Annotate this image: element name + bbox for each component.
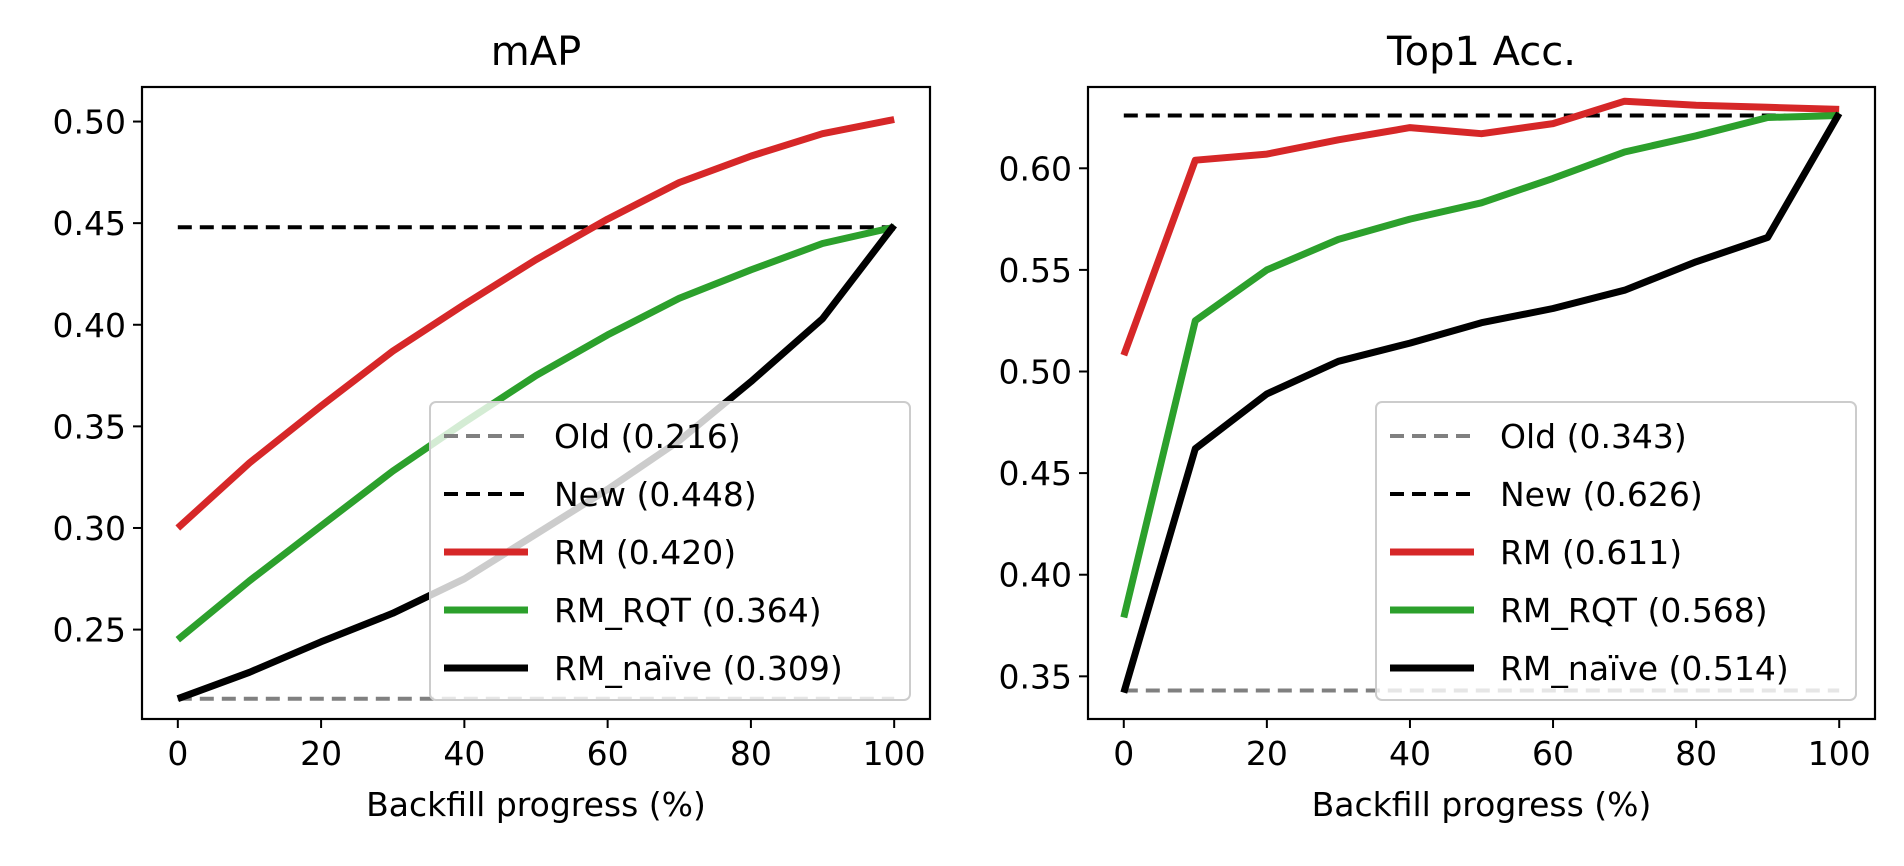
legend-label: New (0.626) — [1500, 475, 1703, 514]
legend-label: RM_RQT (0.364) — [554, 591, 822, 630]
legend-label: Old (0.343) — [1500, 417, 1687, 456]
x-tick-label: 60 — [1532, 734, 1574, 773]
x-tick-label: 40 — [443, 734, 485, 773]
x-tick-label: 0 — [1113, 734, 1134, 773]
x-tick-label: 20 — [1246, 734, 1288, 773]
legend-label: RM_naïve (0.309) — [554, 649, 843, 688]
legend-label: RM (0.420) — [554, 533, 736, 572]
series-line-3 — [1120, 112, 1840, 619]
chart-title: mAP — [491, 29, 581, 75]
legend-label: RM_RQT (0.568) — [1500, 591, 1768, 630]
y-tick-label: 0.45 — [53, 204, 126, 243]
x-tick-label: 20 — [300, 734, 342, 773]
series-line-2 — [1120, 97, 1840, 357]
y-tick-label: 0.30 — [53, 509, 126, 548]
y-tick-label: 0.35 — [53, 407, 126, 446]
y-tick-label: 0.25 — [53, 611, 126, 650]
chart-title: Top1 Acc. — [1386, 29, 1576, 75]
chart-panel-1: Top1 Acc. 0 20 40 60 80 100 0.35 0.40 0.45 0.50 0.5… — [999, 29, 1877, 824]
y-tick-label: 0.35 — [999, 657, 1072, 696]
legend-label: RM (0.611) — [1500, 533, 1682, 572]
x-tick-label: 0 — [167, 734, 188, 773]
y-tick-label: 0.60 — [999, 149, 1072, 188]
x-tick-label: 60 — [587, 734, 629, 773]
y-tick-label: 0.50 — [53, 103, 126, 142]
legend-label: RM_naïve (0.514) — [1500, 649, 1789, 688]
series-line-2 — [175, 116, 895, 531]
x-tick-label: 100 — [863, 734, 926, 773]
x-tick-label: 80 — [730, 734, 772, 773]
series-line-4 — [1120, 111, 1843, 694]
y-tick-label: 0.45 — [999, 454, 1072, 493]
plot-frame — [140, 85, 932, 721]
y-tick-label: 0.55 — [999, 251, 1072, 290]
x-tick-label: 100 — [1808, 734, 1871, 773]
legend-box — [429, 401, 911, 701]
x-axis-label: Backfill progress (%) — [366, 785, 706, 824]
legend-label: New (0.448) — [554, 475, 757, 514]
series-line-3 — [175, 223, 895, 643]
x-axis-label: Backfill progress (%) — [1312, 785, 1652, 824]
legend-label: Old (0.216) — [554, 417, 741, 456]
legend: Old (0.216) New (0.448) RM (0.420) RM_RQT (… — [429, 401, 911, 701]
y-tick-label: 0.40 — [53, 306, 126, 345]
x-tick-label: 40 — [1389, 734, 1431, 773]
legend: Old (0.343) New (0.626) RM (0.611) RM_RQT (… — [1375, 401, 1857, 701]
y-tick-label: 0.50 — [999, 353, 1072, 392]
chart-panel-0: mAP 0 20 40 60 80 100 0.25 0.30 0.35 0.40 0.45 0.50 B… — [53, 29, 932, 824]
legend-box — [1375, 401, 1857, 701]
plot-frame — [1086, 85, 1877, 721]
x-tick-label: 80 — [1675, 734, 1717, 773]
y-tick-label: 0.40 — [999, 556, 1072, 595]
